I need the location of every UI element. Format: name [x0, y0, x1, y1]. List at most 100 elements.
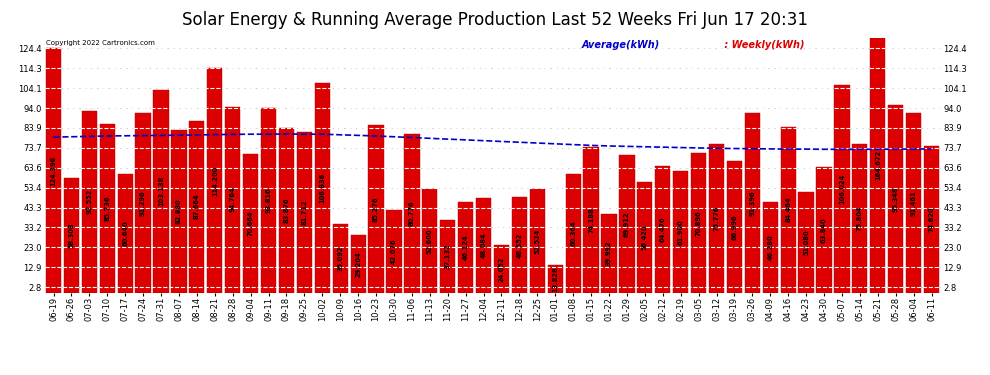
Text: 75.776: 75.776 — [714, 206, 720, 231]
Bar — [441, 220, 455, 292]
Bar — [350, 235, 365, 292]
Text: 58.308: 58.308 — [68, 223, 74, 248]
Text: 46.280: 46.280 — [767, 234, 773, 260]
Bar — [512, 197, 527, 292]
Bar — [100, 124, 115, 292]
Text: 52.524: 52.524 — [535, 228, 541, 254]
Bar — [888, 105, 903, 292]
Text: 70.664: 70.664 — [248, 210, 253, 236]
Text: 29.204: 29.204 — [355, 251, 361, 277]
Text: 61.900: 61.900 — [678, 219, 684, 245]
Bar — [655, 166, 670, 292]
Bar — [136, 113, 150, 292]
Text: 13.828: 13.828 — [552, 266, 558, 292]
Bar — [870, 0, 885, 292]
Text: 91.396: 91.396 — [749, 190, 755, 216]
Bar — [458, 202, 473, 292]
Bar — [225, 106, 241, 292]
Text: 69.912: 69.912 — [624, 211, 630, 237]
Bar — [422, 189, 438, 292]
Bar — [762, 202, 778, 292]
Text: 106.836: 106.836 — [320, 172, 326, 203]
Text: 75.804: 75.804 — [857, 206, 863, 231]
Text: 66.996: 66.996 — [732, 214, 738, 240]
Bar — [835, 84, 849, 292]
Bar — [638, 182, 652, 292]
Bar — [799, 192, 814, 292]
Text: 63.840: 63.840 — [821, 217, 827, 243]
Text: 164.672: 164.672 — [875, 150, 881, 180]
Bar — [817, 167, 832, 292]
Text: 37.132: 37.132 — [445, 243, 450, 269]
Bar — [386, 210, 402, 292]
Text: 52.600: 52.600 — [427, 228, 433, 254]
Text: 83.876: 83.876 — [283, 197, 289, 223]
Bar — [691, 153, 706, 292]
Text: 124.396: 124.396 — [50, 155, 56, 186]
Text: 51.080: 51.080 — [803, 230, 809, 255]
Text: 84.464: 84.464 — [785, 197, 791, 222]
Text: 39.992: 39.992 — [606, 240, 612, 266]
Bar — [709, 144, 724, 292]
Text: 35.092: 35.092 — [338, 245, 344, 271]
Bar — [297, 132, 312, 292]
Bar — [333, 224, 347, 292]
Text: 42.076: 42.076 — [391, 238, 397, 264]
Bar — [404, 134, 420, 292]
Text: 114.200: 114.200 — [212, 165, 218, 196]
Bar — [118, 174, 133, 292]
Text: 82.880: 82.880 — [176, 198, 182, 224]
Text: 87.664: 87.664 — [194, 194, 200, 219]
Bar — [315, 83, 330, 292]
Bar — [727, 161, 742, 292]
Text: 85.736: 85.736 — [104, 196, 110, 221]
Text: 85.276: 85.276 — [373, 196, 379, 222]
Text: 106.024: 106.024 — [839, 173, 844, 204]
Text: Solar Energy & Running Average Production Last 52 Weeks Fri Jun 17 20:31: Solar Energy & Running Average Productio… — [182, 11, 808, 29]
Text: 70.896: 70.896 — [696, 210, 702, 236]
Text: 80.776: 80.776 — [409, 201, 415, 226]
Text: Average(kWh): Average(kWh) — [582, 40, 660, 50]
Bar — [494, 245, 509, 292]
Bar — [243, 154, 258, 292]
Bar — [601, 214, 617, 292]
Bar — [46, 48, 61, 292]
Text: 103.138: 103.138 — [158, 176, 164, 207]
Bar — [153, 90, 168, 292]
Bar — [547, 266, 563, 292]
Bar — [583, 147, 599, 292]
Text: 74.620: 74.620 — [929, 207, 935, 232]
Bar — [744, 113, 760, 292]
Text: 24.052: 24.052 — [499, 256, 505, 282]
Text: 74.188: 74.188 — [588, 207, 594, 232]
Text: Copyright 2022 Cartronics.com: Copyright 2022 Cartronics.com — [47, 40, 155, 46]
Bar — [620, 155, 635, 292]
Bar — [476, 198, 491, 292]
Bar — [673, 171, 688, 292]
Text: 64.476: 64.476 — [659, 216, 665, 242]
Text: 94.764: 94.764 — [230, 187, 236, 212]
Bar — [565, 174, 581, 292]
Text: 48.552: 48.552 — [517, 232, 523, 258]
Text: 95.348: 95.348 — [893, 186, 899, 212]
Bar — [207, 69, 223, 292]
Text: 60.364: 60.364 — [570, 220, 576, 246]
Text: 48.084: 48.084 — [480, 232, 486, 258]
Bar — [368, 125, 384, 292]
Text: : Weekly(kWh): : Weekly(kWh) — [721, 40, 805, 50]
Bar — [63, 178, 79, 292]
Bar — [189, 120, 205, 292]
Bar — [261, 108, 276, 292]
Bar — [906, 113, 922, 292]
Bar — [279, 128, 294, 292]
Text: 91.296: 91.296 — [141, 190, 147, 216]
Text: 91.461: 91.461 — [911, 190, 917, 216]
Bar — [852, 144, 867, 292]
Bar — [82, 111, 97, 292]
Text: 60.640: 60.640 — [122, 220, 128, 246]
Text: 56.420: 56.420 — [642, 224, 647, 250]
Bar — [924, 146, 940, 292]
Text: 93.816: 93.816 — [265, 188, 271, 213]
Bar — [780, 127, 796, 292]
Bar — [171, 130, 186, 292]
